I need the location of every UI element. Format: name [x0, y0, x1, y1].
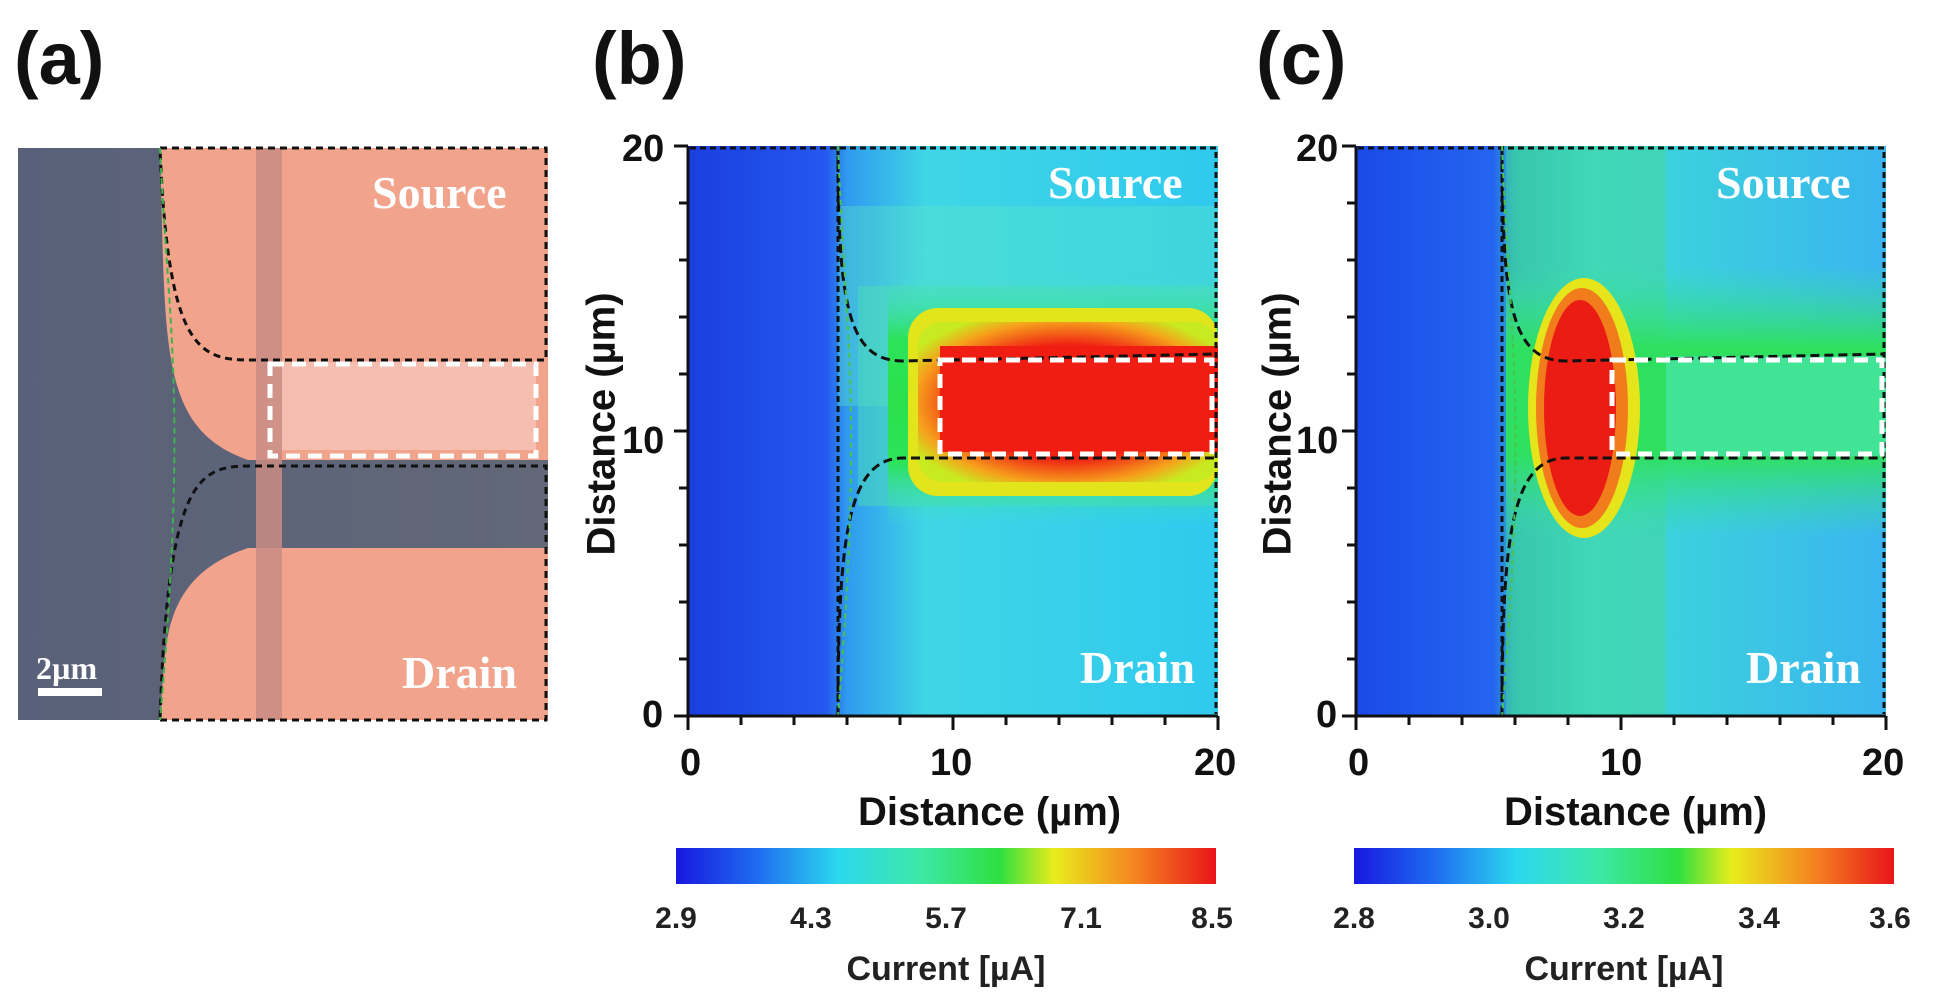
- panel-b-label: (b): [592, 17, 687, 100]
- panel-a-label: (a): [14, 17, 105, 100]
- panel-c-colorbar: [1354, 848, 1894, 884]
- panel-c-drain-label: Drain: [1746, 642, 1861, 693]
- panel-b-cbar-tick: 8.5: [1191, 902, 1233, 935]
- panel-c-xtick-0: 0: [1348, 742, 1370, 784]
- panel-b-cbar-title: Current [µA]: [846, 950, 1046, 988]
- panel-c-cbar-title: Current [µA]: [1524, 950, 1724, 988]
- panel-b-ylabel: Distance (µm): [579, 292, 624, 556]
- panel-b-cbar-tick: 2.9: [655, 902, 697, 935]
- panel-a-micrograph: [18, 146, 548, 722]
- panel-b-xtick-10: 10: [930, 742, 973, 784]
- panel-c-heatmap: [1354, 145, 1886, 718]
- panel-c-ytick-20: 20: [1296, 128, 1339, 170]
- panel-b-ytick-20: 20: [622, 128, 665, 170]
- panel-b-xlabel: Distance (µm): [858, 790, 1122, 834]
- panel-b-ticks: [674, 144, 1220, 730]
- panel-c-cbar-tick: 3.6: [1869, 902, 1911, 935]
- panel-b-channel-box: [937, 357, 1215, 457]
- panel-c-channel-box: [1609, 357, 1885, 457]
- panel-b-drain-label: Drain: [1080, 642, 1195, 693]
- channel-box: [267, 361, 539, 459]
- panel-c-cbar-tick: 3.4: [1738, 902, 1780, 935]
- panel-c-source-label: Source: [1716, 157, 1851, 208]
- panel-c-ytick-10: 10: [1296, 420, 1339, 462]
- panel-b-cbar-tick: 7.1: [1060, 902, 1102, 935]
- panel-c-ylabel: Distance (µm): [1255, 292, 1300, 556]
- panel-c-ticks: [1342, 144, 1888, 730]
- panel-c-cbar-tick: 3.2: [1603, 902, 1645, 935]
- panel-b-heatmap: [686, 145, 1218, 718]
- channel-region: [268, 362, 536, 450]
- panel-c-cbar-tick: 3.0: [1468, 902, 1510, 935]
- panel-b-source-label: Source: [1048, 157, 1183, 208]
- panel-c-cbar-tick: 2.8: [1333, 902, 1375, 935]
- scalebar: [38, 688, 102, 696]
- panel-b-ytick-0: 0: [642, 694, 664, 736]
- panel-b-cbar-tick: 4.3: [790, 902, 832, 935]
- panel-c-ytick-0: 0: [1316, 694, 1338, 736]
- panel-b-colorbar: [676, 848, 1216, 884]
- panel-c-xlabel: Distance (µm): [1504, 790, 1768, 834]
- panel-b-cbar-tick: 5.7: [925, 902, 967, 935]
- panel-b-ytick-10: 10: [622, 420, 665, 462]
- panel-a-scalebar-label: 2µm: [36, 650, 98, 686]
- panel-b-xtick-0: 0: [680, 742, 702, 784]
- panel-c-xtick-10: 10: [1600, 742, 1643, 784]
- panel-c-label: (c): [1256, 17, 1347, 100]
- panel-a-source-label: Source: [372, 167, 507, 218]
- panel-c-xtick-20: 20: [1862, 742, 1905, 784]
- panel-a-drain-label: Drain: [402, 647, 517, 698]
- panel-b-xtick-20: 20: [1194, 742, 1237, 784]
